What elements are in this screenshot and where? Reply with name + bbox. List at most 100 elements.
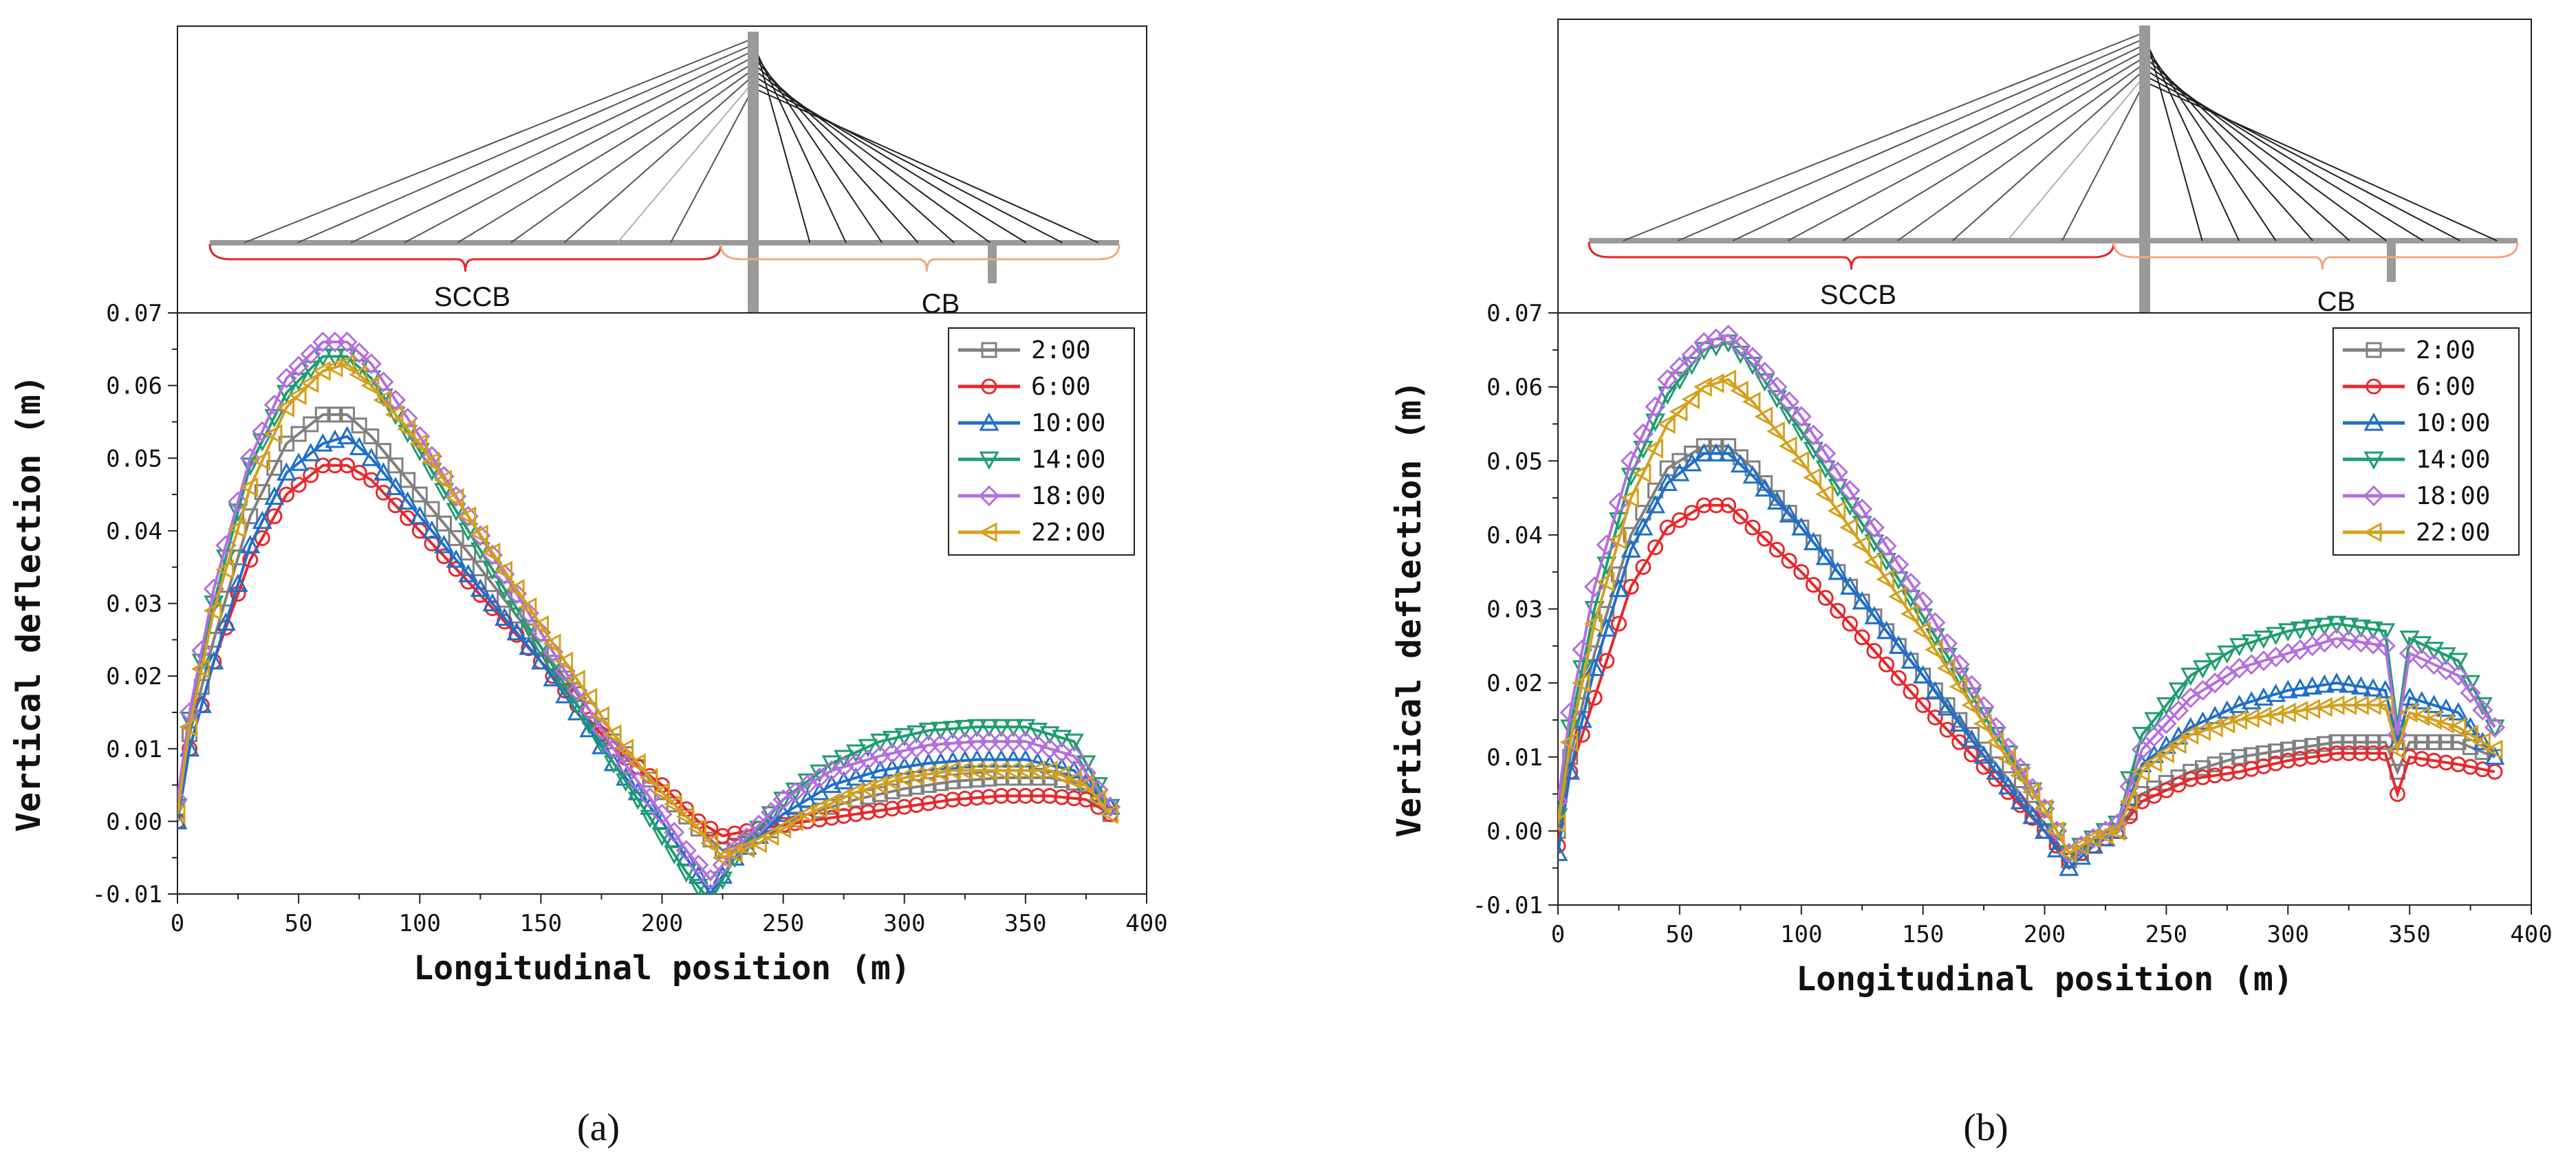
data-point [1632, 463, 1652, 483]
data-point [288, 356, 310, 377]
series-22:00 [1558, 369, 2503, 864]
data-point [700, 869, 722, 890]
data-point [2156, 697, 2176, 716]
data-point [1610, 615, 1627, 632]
data-point [2290, 621, 2310, 640]
cb-label: CB [2317, 287, 2356, 317]
data-point [944, 792, 961, 808]
data-point [1720, 497, 1737, 514]
data-point [1732, 508, 1749, 525]
data-point [1949, 713, 1970, 732]
legend: 2:00 6:00 10:00 14:00 18:00 22:00 [948, 327, 1135, 556]
data-point [215, 534, 237, 556]
data-point [1621, 539, 1641, 558]
data-point [2217, 645, 2238, 664]
stay-cable [563, 75, 754, 243]
data-point [821, 755, 842, 774]
cb-brace [2112, 241, 2519, 270]
data-point [1015, 719, 1036, 738]
y-tick-label: -0.01 [1473, 892, 1543, 919]
data-point [2374, 635, 2396, 657]
data-point [1693, 377, 1712, 397]
data-point [2290, 678, 2310, 697]
stay-cable [2144, 38, 2240, 241]
data-point [2436, 698, 2456, 717]
data-point [2292, 750, 2308, 767]
x-tick-label: 300 [883, 910, 925, 937]
stay-cable [753, 87, 1099, 243]
data-point [773, 792, 794, 810]
data-point [1805, 577, 1821, 593]
stay-cable [2061, 81, 2145, 241]
data-point [1985, 732, 2004, 752]
data-point [494, 560, 513, 581]
data-point [375, 484, 391, 501]
data-point [1718, 369, 1737, 390]
data-point [933, 793, 949, 809]
data-point [724, 842, 743, 863]
data-point [1863, 516, 1885, 538]
data-point [1778, 436, 1797, 457]
data-point [336, 353, 356, 374]
y-tick-label: 0.01 [106, 736, 162, 763]
data-point [2484, 717, 2506, 738]
data-point [215, 559, 234, 580]
data-point [264, 408, 285, 428]
stay-cable [1623, 32, 2145, 241]
stay-cables [1623, 32, 2498, 241]
legend-marker [979, 451, 999, 470]
data-point [2231, 749, 2247, 765]
data-point [1718, 325, 1739, 346]
data-point [2426, 752, 2442, 769]
data-point [2144, 712, 2165, 731]
data-point [1925, 681, 1945, 700]
data-point [640, 796, 660, 815]
data-point [845, 752, 867, 774]
data-point [1754, 406, 1773, 427]
legend-entry: 10:00 [2416, 409, 2490, 437]
data-point [2107, 813, 2128, 834]
legend: 2:00 6:00 10:00 14:00 18:00 22:00 [2333, 327, 2520, 556]
data-point [760, 825, 779, 847]
data-point [954, 760, 973, 781]
data-point [1852, 499, 1873, 520]
data-point [2436, 659, 2457, 681]
data-point [1706, 443, 1727, 461]
data-point [2009, 765, 2028, 786]
data-point [2194, 769, 2211, 785]
data-point [968, 789, 985, 806]
data-point [1078, 792, 1094, 808]
data-point [1815, 443, 1837, 464]
data-point [1559, 732, 1579, 752]
data-point [1597, 618, 1617, 637]
data-point [1863, 552, 1883, 572]
data-point [2341, 734, 2357, 750]
data-point [651, 782, 670, 803]
data-point [2363, 621, 2383, 640]
data-point [337, 426, 358, 445]
data-point [1005, 787, 1021, 804]
data-point [1659, 519, 1676, 536]
data-point [1779, 504, 1799, 523]
data-point [2302, 635, 2323, 657]
data-point [2463, 759, 2479, 775]
data-point [387, 497, 404, 514]
data-point [2339, 618, 2359, 636]
data-point [894, 740, 915, 761]
data-point [736, 838, 755, 858]
data-point [1063, 760, 1084, 778]
data-point [639, 767, 658, 788]
data-point [1017, 787, 1034, 804]
data-point [834, 771, 854, 789]
data-point [2253, 650, 2274, 671]
data-point [1742, 347, 1764, 368]
auxiliary-pier [988, 243, 997, 283]
data-point [2156, 743, 2174, 763]
data-point [1657, 369, 1678, 390]
data-point [2472, 732, 2493, 750]
data-point [748, 833, 767, 853]
data-point [1003, 719, 1024, 738]
data-point [1986, 761, 2006, 780]
data-point [227, 491, 249, 512]
data-point [2192, 721, 2211, 741]
